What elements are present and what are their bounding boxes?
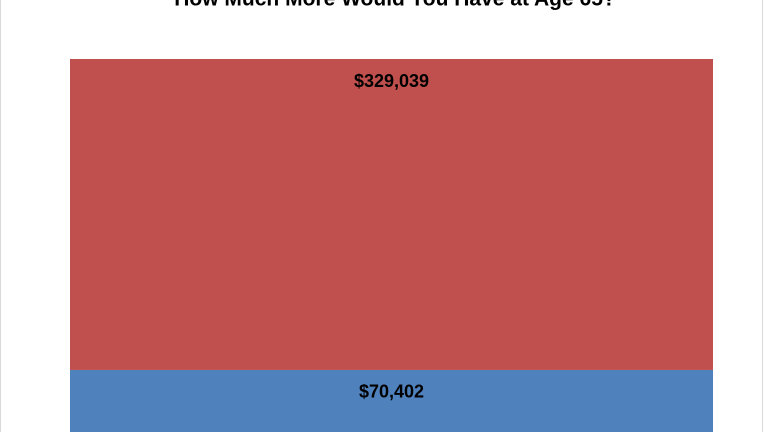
data-label: $70,402 <box>359 382 424 402</box>
chart-title: How Much More Would You Have at Age 65? <box>174 0 615 11</box>
data-label: $329,039 <box>354 71 429 91</box>
bar-segment <box>70 59 713 370</box>
bar-segment <box>70 369 713 432</box>
